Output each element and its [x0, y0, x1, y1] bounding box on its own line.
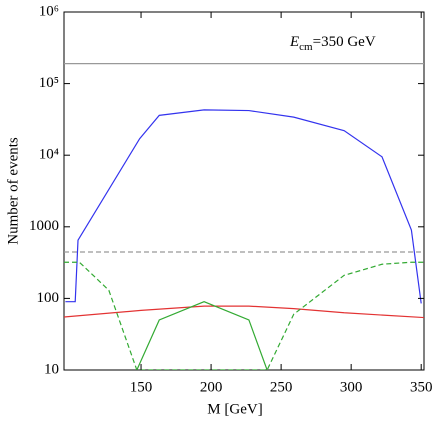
- y-tick-label: 100: [37, 290, 60, 306]
- y-tick-label: 10⁵: [39, 75, 59, 91]
- y-tick-label: 10: [44, 361, 59, 377]
- x-tick-label: 350: [410, 379, 433, 395]
- lines: [64, 63, 424, 370]
- y-tick-label: 1000: [29, 218, 59, 234]
- x-tick-label: 300: [340, 379, 363, 395]
- x-tick-label: 150: [130, 379, 153, 395]
- series-line: [64, 305, 424, 319]
- x-tick-label: 200: [200, 379, 223, 395]
- series-line: [65, 109, 422, 304]
- annotation: Ecm=350 GeV: [289, 34, 376, 52]
- y-axis-label: Number of events: [5, 137, 21, 245]
- annotation-text: =350 GeV: [313, 34, 376, 50]
- series-line: [136, 301, 268, 370]
- annotation-subscript: cm: [299, 41, 313, 53]
- annotation-symbol: E: [289, 34, 299, 50]
- y-tick-label: 10⁶: [39, 3, 59, 19]
- x-axis-label: M [GeV]: [207, 401, 262, 417]
- series-line: [64, 261, 424, 370]
- plot-frame: [63, 11, 425, 371]
- y-tick-label: 10⁴: [39, 147, 59, 163]
- x-tick-label: 250: [270, 379, 293, 395]
